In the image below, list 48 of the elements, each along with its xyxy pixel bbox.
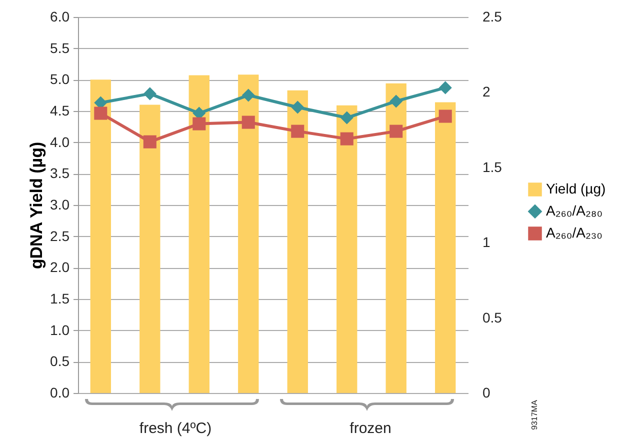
point — [390, 124, 403, 138]
text: 9317MA — [530, 399, 539, 430]
y-tick-label: 2.5 — [50, 228, 70, 244]
legend-label: Yield (µg) — [546, 180, 606, 196]
legend-label: A₂₆₀/A₂₈₀ — [546, 202, 603, 218]
bar — [140, 104, 160, 393]
y-tick-label: 3.0 — [50, 196, 70, 212]
bar — [188, 75, 210, 393]
y-axis-title: gDNA Yield (µg) — [27, 142, 46, 270]
text: fresh (4ºC) — [139, 420, 212, 437]
point — [291, 124, 304, 138]
point — [438, 110, 452, 123]
point — [94, 106, 108, 120]
y-tick-label: 4.0 — [50, 134, 70, 150]
point — [291, 100, 304, 114]
y-tick-label: 5.0 — [50, 71, 70, 88]
text: frozen — [350, 420, 392, 437]
bar — [336, 105, 358, 393]
point — [340, 111, 354, 124]
bar — [287, 90, 308, 393]
y-tick-label: 1.0 — [50, 322, 70, 338]
bar — [386, 83, 406, 393]
y-tick-label: 2.0 — [50, 259, 70, 276]
point — [143, 87, 156, 100]
y-tick-label: 0.5 — [50, 353, 70, 370]
y2-tick-label: 0 — [482, 384, 490, 400]
y2-tick-label: 1 — [482, 234, 490, 250]
point — [242, 116, 255, 129]
bar — [90, 80, 111, 393]
y-tick-label: 3.5 — [50, 165, 70, 182]
y2-tick-label: 1.5 — [482, 158, 502, 175]
y-tick-label: 4.5 — [50, 102, 70, 118]
point — [242, 88, 255, 102]
y2-tick-label: 0.5 — [482, 309, 502, 326]
point — [438, 81, 452, 94]
y-tick-label: 6.0 — [50, 8, 70, 24]
y-tick-label: 0.0 — [50, 384, 70, 400]
y2-tick-label: 2.5 — [482, 8, 502, 24]
bar — [435, 102, 456, 393]
y-tick-label: 1.5 — [50, 290, 70, 306]
point — [143, 135, 156, 148]
y2-tick-label: 2 — [482, 84, 490, 100]
point — [192, 117, 206, 130]
point — [390, 94, 403, 108]
y-tick-label: 5.5 — [50, 40, 70, 56]
bar — [238, 74, 259, 393]
legend-label: A₂₆₀/A₂₃₀ — [546, 224, 603, 240]
point — [340, 132, 354, 146]
